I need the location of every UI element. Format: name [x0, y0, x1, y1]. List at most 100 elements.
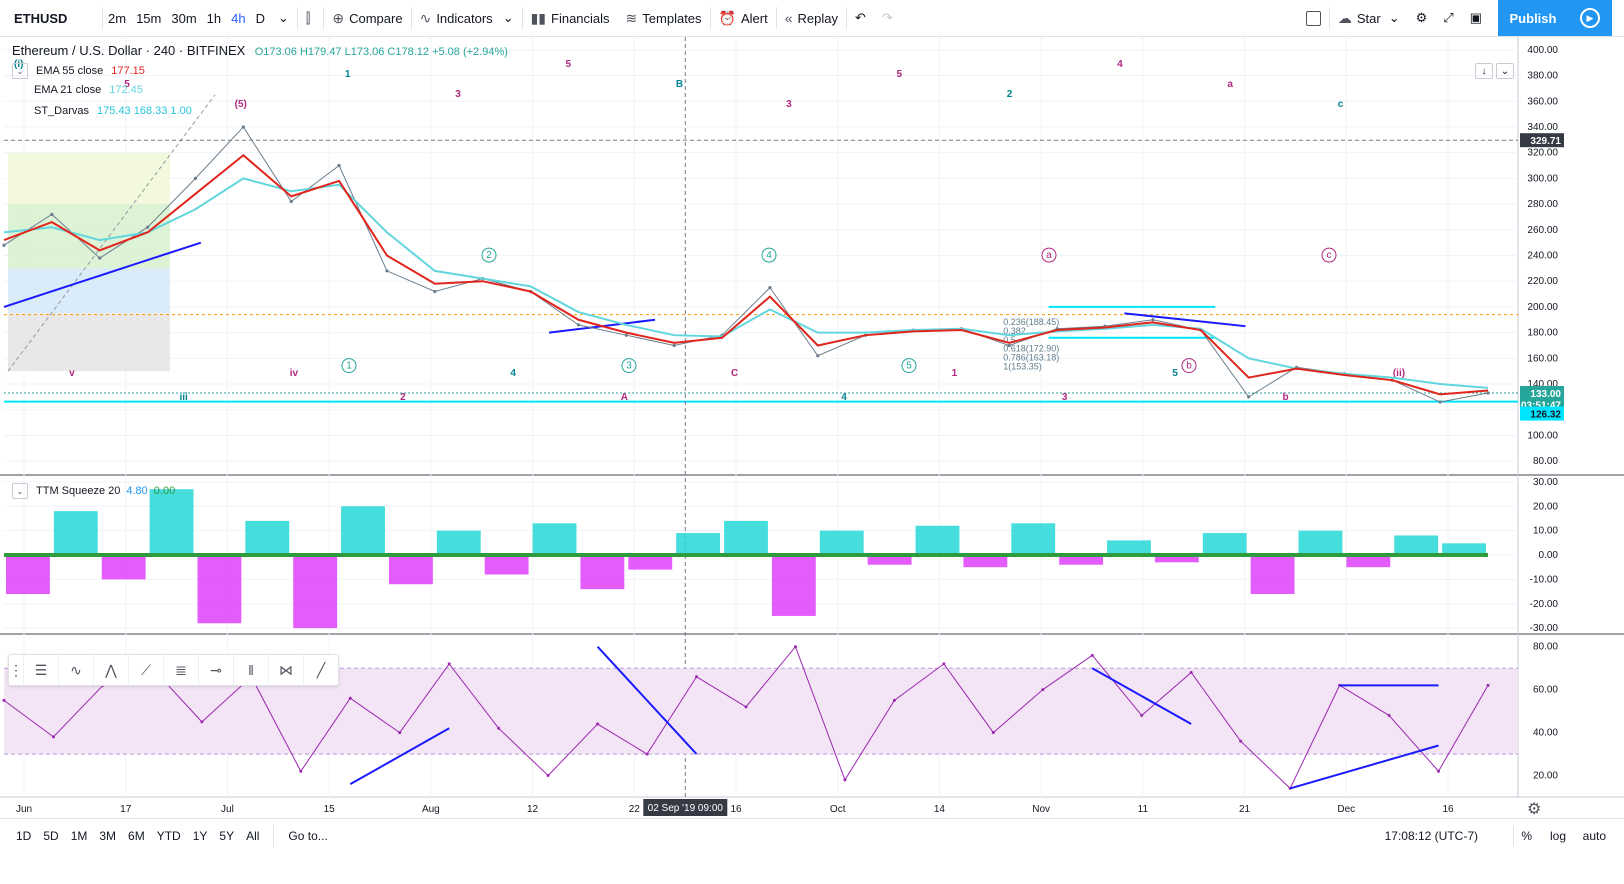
wave-label: (i) [14, 59, 23, 70]
squeeze-bar [388, 555, 433, 585]
circled-label-ring [1181, 358, 1197, 374]
horizontal-ray-icon[interactable]: ⊸ [199, 655, 234, 685]
wave-pattern-icon[interactable]: ∿ [59, 655, 94, 685]
rsi-point [991, 731, 995, 735]
price-tick-label: 400.00 [1527, 45, 1558, 56]
interval-30m[interactable]: 30m [171, 10, 197, 26]
interval-dropdown-icon[interactable]: ⌄ [277, 10, 289, 25]
templates-button[interactable]: ≋ Templates [618, 0, 710, 36]
scroll-down-button[interactable]: ↓ [1475, 63, 1493, 79]
layout-name-button[interactable]: ☁ Star ⌄ [1330, 0, 1408, 36]
wave-label: A [621, 392, 628, 403]
fullscreen-button[interactable]: ⤢ [1435, 0, 1461, 36]
chart-area[interactable]: (i)v5iii(5)iv12345ABC34512345abc(ii)1234… [0, 37, 1624, 817]
ttm-legend[interactable]: ⌄ TTM Squeeze 20 4.80 0.00 [12, 483, 175, 499]
range-1m[interactable]: 1M [70, 829, 88, 843]
chart-style-button[interactable]: ⫿ [298, 0, 323, 36]
arrow-down-icon: ↓ [1481, 65, 1487, 77]
settings-button[interactable]: ⚙ [1408, 0, 1436, 36]
wave-label: 3 [1062, 392, 1068, 403]
financials-button[interactable]: ▮▮ Financials [523, 0, 618, 36]
collapse-legend-icon[interactable]: ⌄ [12, 63, 28, 79]
indicators-button[interactable]: ∿ Indicators ⌄ [412, 0, 522, 36]
fib-label: 0.786(163.18) [1003, 353, 1059, 363]
rsi-trend-line [1091, 667, 1192, 725]
wave-label: C [731, 368, 738, 379]
price-badge [1520, 386, 1564, 401]
price-badge-label: 03:51:47 [1521, 401, 1561, 412]
price-tick-label: 220.00 [1527, 276, 1558, 287]
wave-label: 4 [510, 368, 516, 379]
interval-1h[interactable]: 1h [206, 10, 222, 26]
lines-icon[interactable]: ☰ [24, 655, 59, 685]
ttm-label: TTM Squeeze 20 [36, 485, 121, 497]
compare-button[interactable]: ⊕ Compare [324, 0, 410, 36]
range-3m[interactable]: 3M [99, 829, 117, 843]
alert-button[interactable]: ⏰ Alert [711, 0, 776, 36]
publish-button[interactable]: Publish [1498, 0, 1568, 36]
drag-handle-icon[interactable]: ⋮ [9, 655, 24, 685]
path-icon[interactable]: ⟋ [129, 655, 164, 685]
auto-toggle[interactable]: auto [1582, 829, 1606, 843]
symbol-search[interactable]: ETHUSD [14, 10, 68, 26]
range-6m[interactable]: 6M [128, 829, 145, 843]
ema55-legend[interactable]: ⌄ EMA 55 close 177.15 [12, 63, 145, 79]
crosshair-time-label: 02 Sep '19 09:00 [648, 803, 724, 814]
time-tick-label: 22 [629, 804, 641, 815]
vertical-lines-icon[interactable]: ‖ [234, 655, 269, 685]
squeeze-bar [1442, 543, 1486, 555]
financials-icon: ▮▮ [530, 9, 547, 26]
interval-d[interactable]: D [255, 10, 265, 26]
snapshot-button[interactable]: ▣ [1462, 0, 1490, 36]
settings-gear-button[interactable]: ⚙ [1527, 799, 1541, 819]
xabcd-icon[interactable]: ⋈ [269, 655, 304, 685]
abc-pattern-icon[interactable]: ⋀ [94, 655, 129, 685]
interval-2m[interactable]: 2m [108, 10, 127, 26]
legend-title: Ethereum / U.S. Dollar · 240 · BITFINEX [12, 43, 246, 58]
fullscreen-layout-button[interactable] [1298, 0, 1329, 36]
wave-label: b [1283, 392, 1289, 403]
fib-icon[interactable]: ≣ [164, 655, 199, 685]
square-icon [1305, 10, 1321, 26]
range-ytd[interactable]: YTD [156, 829, 181, 843]
trend-line-icon[interactable]: ╱ [316, 661, 326, 678]
rsi-point [596, 722, 600, 726]
redo-button[interactable]: ↷ [874, 0, 901, 36]
darvas-legend[interactable]: ST_Darvas 175.43 168.33 1.00 [34, 105, 192, 117]
divider [845, 7, 847, 29]
undo-button[interactable]: ↶ [847, 0, 874, 36]
goto-button[interactable]: Go to... [288, 829, 328, 843]
time-tick-label: Oct [830, 804, 846, 815]
range-1y[interactable]: 1Y [192, 829, 208, 843]
time-tick-label: 15 [324, 804, 336, 815]
collapse-legend-icon[interactable]: ⌄ [12, 483, 28, 499]
interval-4h[interactable]: 4h [231, 10, 246, 26]
log-toggle[interactable]: log [1549, 829, 1566, 843]
range-5y[interactable]: 5Y [219, 829, 235, 843]
circled-label: 1 [346, 361, 352, 372]
wave-label: 5 [566, 59, 572, 70]
alert-label: Alert [740, 10, 768, 26]
range-1d[interactable]: 1D [16, 829, 32, 843]
squeeze-bar [580, 555, 625, 590]
squeeze-tick-label: 10.00 [1533, 526, 1558, 537]
series-point [241, 125, 245, 129]
rsi-point [1387, 713, 1391, 717]
range-5d[interactable]: 5D [43, 829, 59, 843]
price-badge [1520, 406, 1564, 421]
time-tick-label: Jul [221, 804, 234, 815]
clock[interactable]: 17:08:12 (UTC-7) [1384, 829, 1478, 843]
interval-15m[interactable]: 15m [136, 10, 162, 26]
series-point [98, 256, 102, 260]
more-button[interactable]: ⌄ [1496, 63, 1514, 79]
series-point [1151, 318, 1155, 322]
price-tick-label: 260.00 [1527, 225, 1558, 236]
ema21-legend[interactable]: EMA 21 close 172.45 [34, 84, 143, 96]
chevron-down-icon: ⌄ [502, 10, 514, 25]
range-all[interactable]: All [246, 829, 260, 843]
series-point [672, 343, 676, 348]
percent-toggle[interactable]: % [1521, 829, 1532, 843]
replay-button[interactable]: «Replay [777, 0, 846, 36]
play-button[interactable]: ▶ [1568, 0, 1612, 36]
rsi-point [2, 698, 6, 702]
